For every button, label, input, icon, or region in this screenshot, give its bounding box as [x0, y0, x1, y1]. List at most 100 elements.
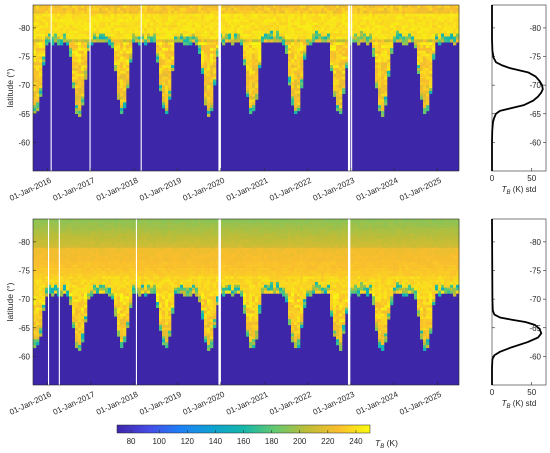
heatmap-cell [177, 36, 181, 40]
heatmap-cell [204, 244, 208, 248]
heatmap-cell [78, 347, 82, 351]
heatmap-cell [171, 261, 175, 266]
heatmap-cell [222, 10, 226, 14]
heatmap-cell [189, 290, 193, 294]
heatmap-cell [126, 67, 130, 72]
heatmap-cell [93, 267, 97, 271]
heatmap-cell [144, 16, 148, 20]
heatmap-cell [75, 99, 79, 103]
heatmap-cell [408, 10, 412, 14]
heatmap-cell [99, 290, 103, 294]
heatmap-cell [330, 25, 334, 29]
heatmap-cell [132, 227, 136, 231]
heatmap-cell [39, 307, 43, 311]
heatmap-cell [216, 239, 220, 243]
heatmap-cell [198, 47, 202, 52]
heatmap-cell [204, 67, 208, 72]
heatmap-cell [39, 270, 43, 274]
heatmap-cell [192, 250, 196, 254]
heatmap-cell [81, 293, 85, 297]
heatmap-cell [174, 33, 178, 37]
heatmap-cell [81, 261, 85, 266]
heatmap-cell [291, 62, 295, 66]
heatmap-cell [36, 264, 40, 268]
heatmap-cell [384, 16, 388, 20]
heatmap-cell [120, 307, 124, 311]
heatmap-cell [159, 5, 163, 9]
heatmap-cell [213, 56, 217, 60]
heatmap-cell [252, 65, 256, 69]
heatmap-cell [78, 85, 82, 89]
heatmap-cell [249, 22, 253, 26]
heatmap-cell [255, 33, 259, 37]
heatmap-cell [171, 10, 175, 14]
heatmap-cell [198, 230, 202, 234]
heatmap-cell [243, 7, 247, 12]
heatmap-cell [294, 79, 298, 83]
heatmap-cell [417, 62, 421, 66]
heatmap-cell [342, 85, 346, 89]
heatmap-cell [396, 19, 400, 23]
heatmap-cell [126, 247, 130, 251]
heatmap-cell [249, 102, 253, 106]
heatmap-cell [222, 36, 226, 40]
heatmap-cell [144, 267, 148, 271]
heatmap-cell [123, 322, 127, 326]
heatmap-cell [216, 39, 220, 43]
heatmap-cell [153, 233, 157, 237]
heatmap-cell [132, 279, 136, 283]
heatmap-cell [33, 304, 37, 309]
heatmap-cell [189, 30, 193, 34]
heatmap-cell [114, 236, 118, 240]
heatmap-cell [120, 13, 124, 17]
heatmap-cell [207, 50, 211, 54]
heatmap-cell [342, 22, 346, 26]
heatmap-cell [102, 5, 106, 9]
heatmap-cell [198, 13, 202, 17]
heatmap-cell [285, 39, 289, 43]
heatmap-cell [60, 227, 64, 231]
heatmap-cell [213, 256, 217, 260]
heatmap-cell [117, 79, 121, 83]
heatmap-cell [405, 30, 409, 34]
heatmap-cell [117, 30, 121, 34]
heatmap-cell [426, 5, 430, 9]
heatmap-cell [186, 219, 190, 223]
heatmap-cell [357, 27, 361, 32]
heatmap-cell [171, 30, 175, 34]
heatmap-cell [117, 250, 121, 254]
heatmap-cell [162, 281, 166, 286]
heatmap-cell [213, 67, 217, 72]
heatmap-cell [207, 307, 211, 311]
heatmap-cell [174, 267, 178, 271]
heatmap-cell [60, 30, 64, 34]
heatmap-cell [159, 259, 163, 263]
heatmap-cell [150, 22, 154, 26]
heatmap-cell [363, 39, 367, 43]
heatmap-cell [36, 253, 40, 257]
heatmap-cell [66, 13, 70, 17]
heatmap-cell [75, 287, 79, 291]
heatmap-cell [261, 36, 265, 40]
heatmap-cell [48, 276, 52, 280]
heatmap-cell [162, 96, 166, 100]
heatmap-cell [333, 33, 337, 37]
heatmap-cell [282, 10, 286, 14]
heatmap-cell [171, 224, 175, 228]
heatmap-cell [33, 339, 37, 343]
heatmap-cell [111, 261, 115, 266]
heatmap-cell [165, 333, 169, 337]
heatmap-cell [138, 241, 142, 246]
heatmap-cell [60, 25, 64, 29]
heatmap-cell [120, 45, 124, 49]
heatmap-cell [390, 33, 394, 37]
heatmap-cell [228, 19, 232, 23]
heatmap-cell [291, 102, 295, 106]
heatmap-cell [57, 270, 61, 274]
heatmap-cell [132, 270, 136, 274]
heatmap-cell [201, 284, 205, 288]
heatmap-cell [123, 221, 127, 226]
heatmap-cell [129, 296, 133, 300]
heatmap-cell [156, 22, 160, 26]
heatmap-cell [75, 13, 79, 17]
